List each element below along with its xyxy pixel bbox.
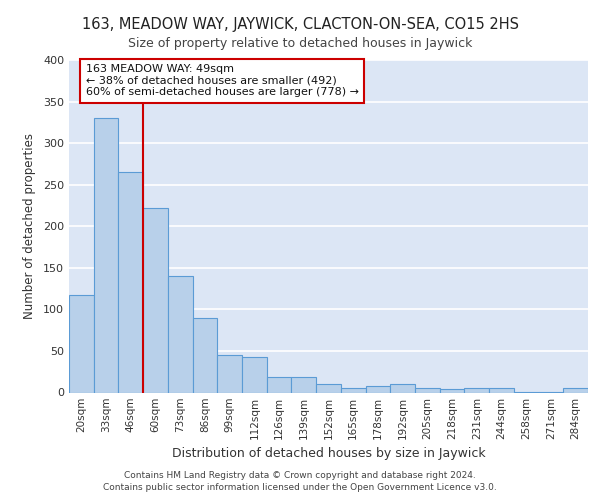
- Bar: [94, 118, 118, 392]
- Bar: [217, 355, 242, 393]
- Bar: [193, 318, 217, 392]
- Bar: [118, 172, 143, 392]
- Bar: [292, 376, 316, 392]
- Y-axis label: Number of detached properties: Number of detached properties: [23, 133, 36, 320]
- Bar: [563, 388, 588, 392]
- Bar: [390, 384, 415, 392]
- Bar: [489, 388, 514, 392]
- Bar: [69, 295, 94, 392]
- Bar: [464, 388, 489, 392]
- Bar: [365, 386, 390, 392]
- Text: Size of property relative to detached houses in Jaywick: Size of property relative to detached ho…: [128, 38, 472, 51]
- Bar: [168, 276, 193, 392]
- Text: 163 MEADOW WAY: 49sqm
← 38% of detached houses are smaller (492)
60% of semi-det: 163 MEADOW WAY: 49sqm ← 38% of detached …: [86, 64, 359, 98]
- Bar: [316, 384, 341, 392]
- X-axis label: Distribution of detached houses by size in Jaywick: Distribution of detached houses by size …: [172, 447, 485, 460]
- Bar: [341, 388, 365, 392]
- Bar: [267, 376, 292, 392]
- Bar: [143, 208, 168, 392]
- Text: 163, MEADOW WAY, JAYWICK, CLACTON-ON-SEA, CO15 2HS: 163, MEADOW WAY, JAYWICK, CLACTON-ON-SEA…: [82, 18, 518, 32]
- Bar: [440, 389, 464, 392]
- Text: Contains HM Land Registry data © Crown copyright and database right 2024.
Contai: Contains HM Land Registry data © Crown c…: [103, 471, 497, 492]
- Bar: [415, 388, 440, 392]
- Bar: [242, 357, 267, 392]
